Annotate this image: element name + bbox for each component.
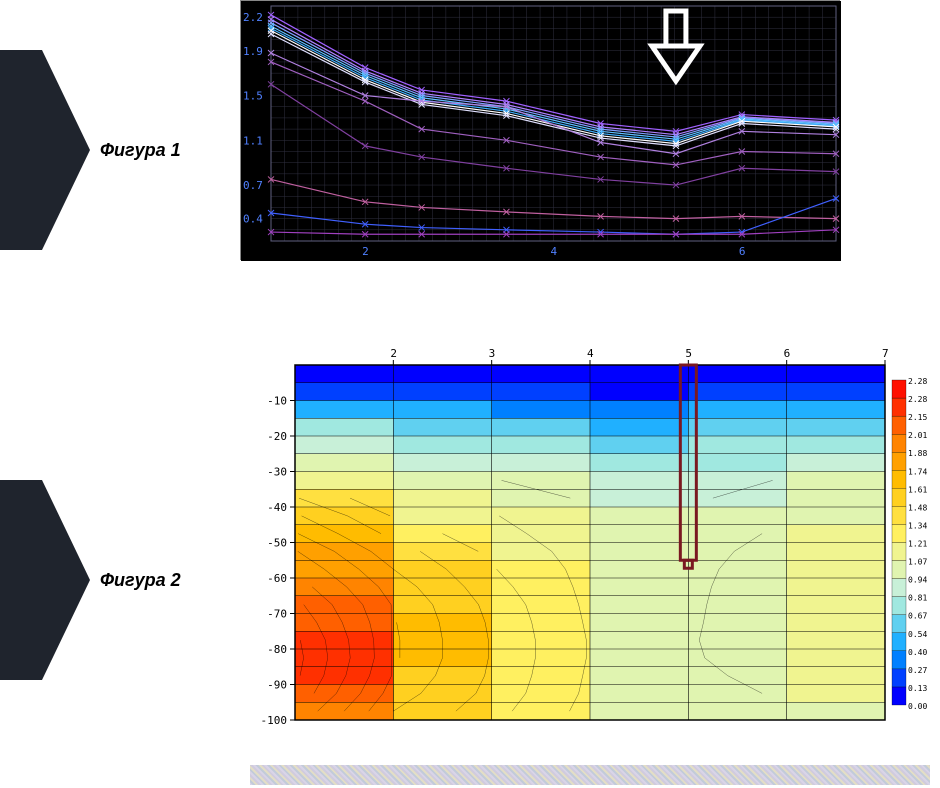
svg-text:2.2: 2.2 <box>243 11 263 24</box>
svg-text:-30: -30 <box>267 466 287 479</box>
svg-text:1.5: 1.5 <box>243 90 263 103</box>
svg-text:1.48: 1.48 <box>908 503 927 512</box>
svg-text:0.27: 0.27 <box>908 666 927 675</box>
arrow-pointer-fig1 <box>0 50 90 250</box>
svg-text:0.40: 0.40 <box>908 648 927 657</box>
svg-text:3: 3 <box>489 347 496 360</box>
svg-text:0.81: 0.81 <box>908 594 927 603</box>
svg-text:1.34: 1.34 <box>908 521 927 530</box>
svg-text:0.4: 0.4 <box>243 213 263 226</box>
svg-text:6: 6 <box>784 347 791 360</box>
figure1-label: Фигура 1 <box>100 140 181 161</box>
svg-text:0.00: 0.00 <box>908 702 927 711</box>
svg-text:1.21: 1.21 <box>908 540 927 549</box>
svg-text:2.28: 2.28 <box>908 377 927 386</box>
figure2-chart: 2 3 4 5 6 7 -10 -20 -30 -40 -50 -60 -70 -80 -90 -100 0.… <box>250 345 940 725</box>
svg-text:0.67: 0.67 <box>908 612 927 621</box>
svg-text:-20: -20 <box>267 430 287 443</box>
arrow-pointer-fig2 <box>0 480 90 680</box>
svg-text:1.9: 1.9 <box>243 45 263 58</box>
svg-text:4: 4 <box>551 245 558 258</box>
svg-text:2: 2 <box>390 347 397 360</box>
svg-text:1.1: 1.1 <box>243 134 263 147</box>
svg-text:1.07: 1.07 <box>908 558 927 567</box>
svg-text:-90: -90 <box>267 679 287 692</box>
svg-text:0.7: 0.7 <box>243 179 263 192</box>
svg-text:1.74: 1.74 <box>908 467 927 476</box>
svg-text:0.13: 0.13 <box>908 684 927 693</box>
svg-text:5: 5 <box>685 347 692 360</box>
svg-text:0.54: 0.54 <box>908 630 927 639</box>
svg-text:-70: -70 <box>267 608 287 621</box>
svg-text:2: 2 <box>362 245 369 258</box>
svg-text:7: 7 <box>882 347 889 360</box>
svg-text:2.28: 2.28 <box>908 395 927 404</box>
svg-text:-50: -50 <box>267 537 287 550</box>
svg-text:1.88: 1.88 <box>908 449 927 458</box>
svg-text:2.15: 2.15 <box>908 413 927 422</box>
svg-text:6: 6 <box>739 245 746 258</box>
svg-text:-80: -80 <box>267 643 287 656</box>
figure2-label: Фигура 2 <box>100 570 181 591</box>
svg-text:4: 4 <box>587 347 594 360</box>
svg-text:-60: -60 <box>267 572 287 585</box>
svg-text:-100: -100 <box>261 714 288 725</box>
figure1-chart: 0.4 0.7 1.1 1.5 1.9 2.2 2 4 6 <box>240 0 840 260</box>
noise-strip <box>250 765 930 785</box>
svg-text:1.61: 1.61 <box>908 485 927 494</box>
svg-text:-40: -40 <box>267 501 287 514</box>
svg-text:2.01: 2.01 <box>908 431 927 440</box>
svg-text:0.94: 0.94 <box>908 576 927 585</box>
svg-text:-10: -10 <box>267 395 287 408</box>
